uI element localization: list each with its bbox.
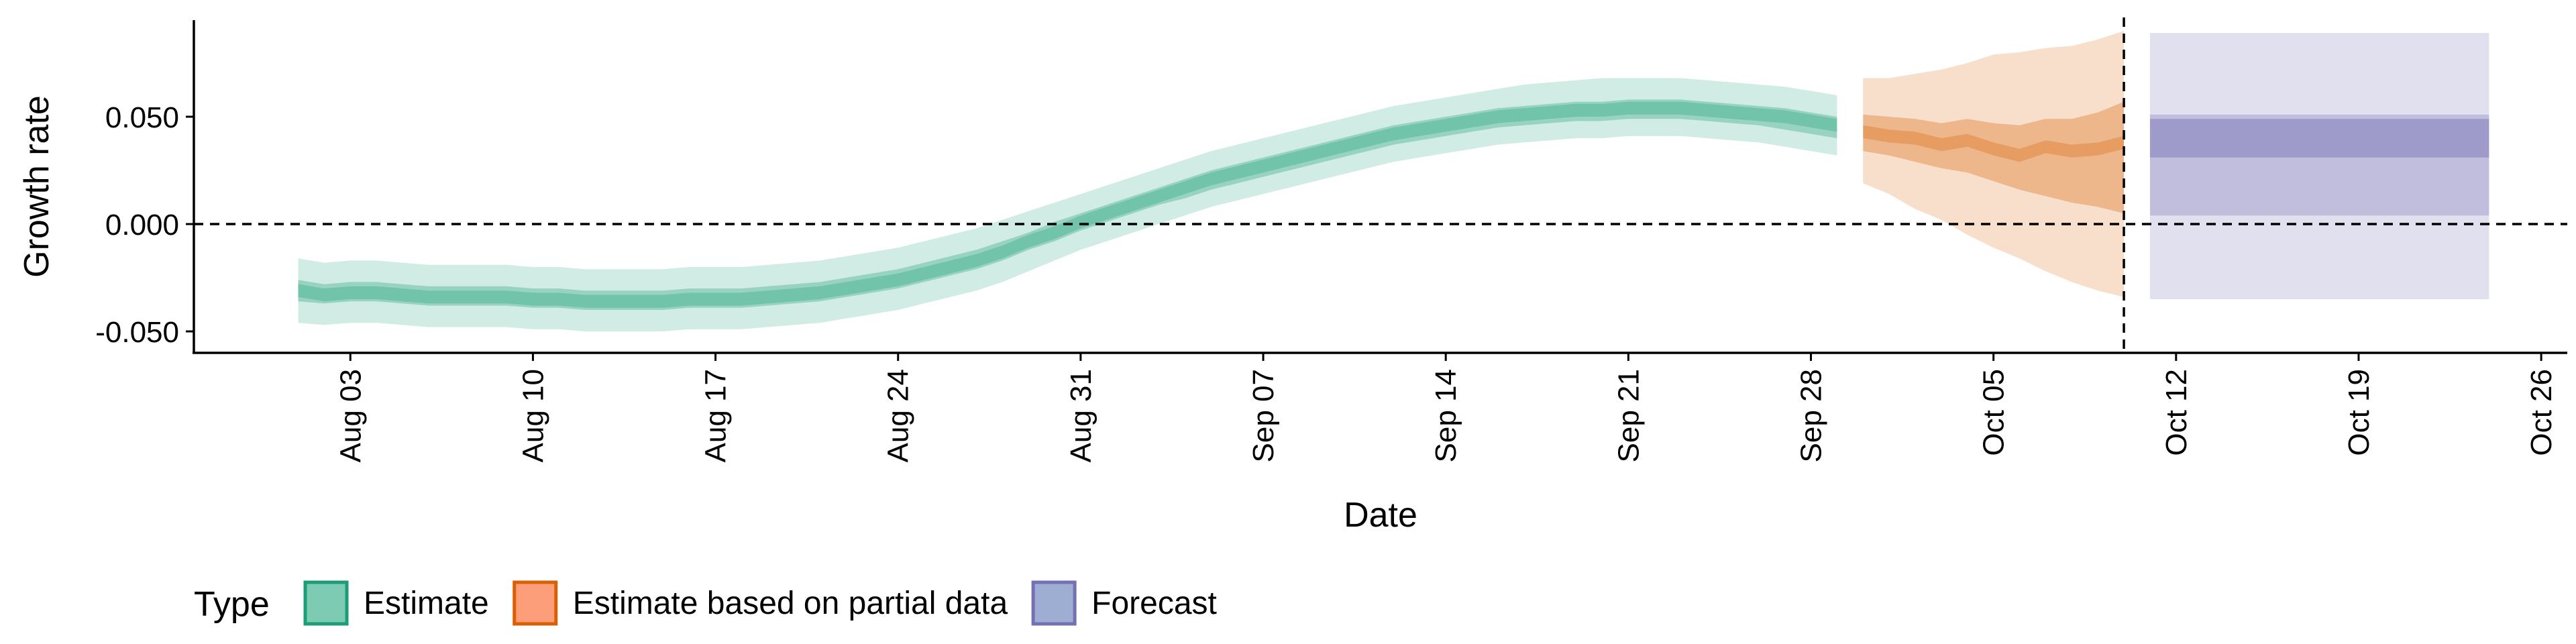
y-axis-label: Growth rate xyxy=(17,95,56,278)
series-2-ribbon-75 xyxy=(2149,114,2489,216)
axes: 0.050 0.000 -0.050 Aug 03 Aug 10 Aug 17 Aug 24… xyxy=(95,20,2567,462)
series-0-ribbon-50 xyxy=(298,99,1837,310)
x-tick-label: Sep 21 xyxy=(1612,369,1645,462)
reference-lines xyxy=(194,17,2567,353)
legend-key xyxy=(1031,580,1077,626)
series-2-ribbon-50 xyxy=(2149,119,2489,158)
legend-label: Estimate based on partial data xyxy=(573,586,1008,621)
y-tick-label: -0.050 xyxy=(95,316,179,349)
y-tick-label: 0.050 xyxy=(105,101,179,134)
series-1-ribbon-90 xyxy=(1863,31,2125,297)
legend: Type Estimate Estimate based on partial d… xyxy=(194,580,1217,626)
legend-label: Estimate xyxy=(364,586,489,621)
x-tick-label: Oct 12 xyxy=(2160,369,2193,456)
y-tick-label: 0.000 xyxy=(105,209,179,241)
x-tick-label: Sep 07 xyxy=(1247,369,1280,462)
series-1-ribbon-50 xyxy=(1863,101,2125,213)
x-axis-label: Date xyxy=(1344,496,1417,535)
x-tick-label: Sep 14 xyxy=(1430,369,1462,462)
series-1-median-band xyxy=(1863,125,2125,162)
ribbon-layer xyxy=(298,31,2489,332)
x-tick-label: Sep 28 xyxy=(1795,369,1828,462)
x-tick-label: Aug 03 xyxy=(334,369,367,462)
x-tick-label: Aug 17 xyxy=(700,369,733,462)
legend-title: Type xyxy=(194,585,270,624)
series-2-ribbon-90 xyxy=(2149,33,2489,299)
x-tick-label: Aug 24 xyxy=(882,369,915,462)
legend-key xyxy=(303,580,349,626)
legend-key xyxy=(513,580,558,626)
x-tick-label: Aug 10 xyxy=(517,369,549,462)
legend-label: Forecast xyxy=(1091,586,1217,621)
x-tick-label: Oct 19 xyxy=(2343,369,2375,456)
x-tick-label: Aug 31 xyxy=(1065,369,1097,462)
series-0-ribbon-90 xyxy=(298,78,1837,332)
x-tick-label: Oct 05 xyxy=(1978,369,2010,456)
x-tick-label: Oct 26 xyxy=(2525,369,2558,456)
